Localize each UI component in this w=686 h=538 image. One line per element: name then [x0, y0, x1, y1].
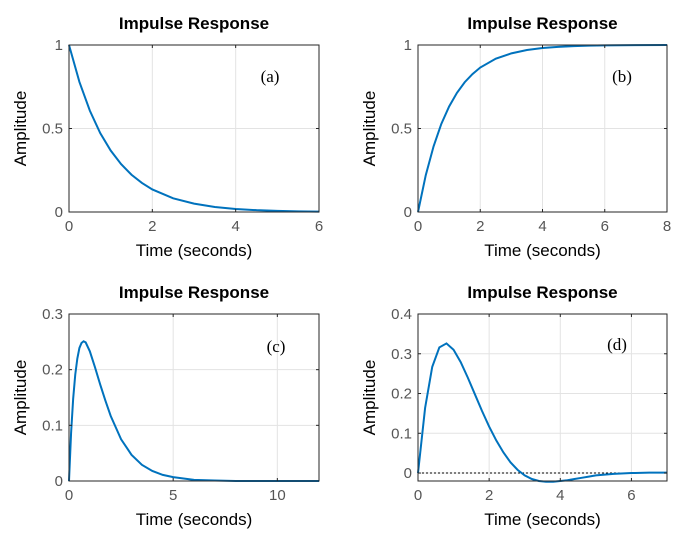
chart-panel-2: 0 2 4 6 8 0 0.5 1 Impulse Response Time (seconds)…	[360, 14, 671, 260]
x-tick-label: 4	[556, 487, 564, 504]
chart-panel-1: 0 2 4 6 0 0.5 1 Impulse Response Time (seconds) A…	[11, 14, 323, 260]
impulse-response-line	[68, 340, 319, 482]
y-tick-label: 0.1	[42, 417, 63, 434]
chart-panel-3: 0 5 10 0 0.1 0.2 0.3 Impulse Response Time (seco…	[11, 283, 320, 529]
y-axis-label: Amplitude	[11, 91, 30, 167]
y-tick-label: 0	[404, 465, 412, 482]
chart-title: Impulse Response	[119, 283, 269, 302]
x-axis-label: Time (seconds)	[484, 241, 601, 260]
x-tick-label: 0	[414, 487, 422, 504]
x-axis-label: Time (seconds)	[484, 510, 601, 529]
x-tick-label: 0	[414, 218, 422, 235]
y-axis-label: Amplitude	[11, 360, 30, 436]
x-tick-label: 6	[601, 218, 609, 235]
x-tick-label: 5	[169, 487, 177, 504]
panel-label: (b)	[612, 67, 632, 86]
x-tick-label: 2	[476, 218, 484, 235]
y-tick-label: 0.3	[391, 346, 412, 363]
y-tick-label: 0.2	[42, 362, 63, 379]
x-tick-label: 0	[65, 218, 73, 235]
impulse-response-line	[417, 342, 667, 483]
x-tick-label: 6	[315, 218, 323, 235]
impulse-response-line	[417, 44, 668, 213]
plot-frame	[417, 313, 668, 482]
panel-label: (d)	[607, 335, 627, 354]
panel-label: (c)	[267, 337, 286, 356]
x-tick-label: 4	[538, 218, 546, 235]
y-axis-label: Amplitude	[360, 360, 379, 436]
x-tick-label: 0	[65, 487, 73, 504]
x-tick-label: 4	[231, 218, 239, 235]
x-axis-label: Time (seconds)	[136, 510, 253, 529]
x-axis-label: Time (seconds)	[136, 241, 253, 260]
y-tick-label: 0	[404, 204, 412, 221]
y-tick-label: 0	[55, 204, 63, 221]
chart-title: Impulse Response	[467, 283, 617, 302]
chart-title: Impulse Response	[467, 14, 617, 33]
y-tick-label: 1	[55, 37, 63, 54]
y-tick-label: 0.1	[391, 425, 412, 442]
y-tick-label: 0.5	[42, 121, 63, 138]
chart-title: Impulse Response	[119, 14, 269, 33]
y-tick-label: 0	[55, 473, 63, 490]
x-tick-label: 8	[663, 218, 671, 235]
y-tick-label: 0.5	[391, 121, 412, 138]
x-tick-label: 2	[485, 487, 493, 504]
y-tick-label: 0.2	[391, 386, 412, 403]
y-tick-label: 0.3	[42, 306, 63, 323]
x-tick-label: 10	[269, 487, 286, 504]
plot-frame	[68, 313, 320, 482]
impulse-response-line	[68, 44, 320, 213]
chart-panel-4: 0 2 4 6 0 0.1 0.2 0.3 0.4 Impulse Response Time (s…	[360, 283, 668, 529]
y-tick-label: 1	[404, 37, 412, 54]
x-tick-label: 6	[627, 487, 635, 504]
y-tick-label: 0.4	[391, 306, 412, 323]
panel-label: (a)	[261, 67, 280, 86]
y-axis-label: Amplitude	[360, 91, 379, 167]
x-tick-label: 2	[148, 218, 156, 235]
